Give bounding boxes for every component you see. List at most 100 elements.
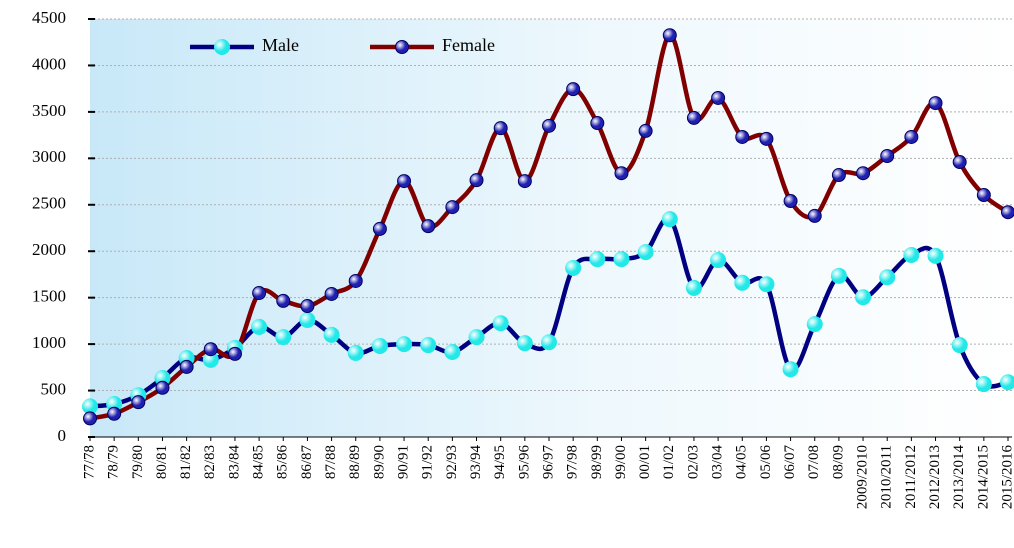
data-point — [227, 346, 242, 361]
x-tick-label: 2015/2016 — [999, 445, 1014, 510]
x-tick-label: 79/80 — [130, 445, 146, 479]
y-tick-label: 1000 — [32, 333, 66, 352]
data-point — [155, 380, 170, 395]
x-tick-label: 04/05 — [734, 445, 750, 479]
data-point — [685, 279, 702, 296]
y-tick-label: 3500 — [32, 101, 66, 120]
data-point — [275, 329, 292, 346]
data-point — [154, 370, 171, 387]
x-tick-label: 88/89 — [347, 445, 363, 479]
legend-label: Male — [262, 35, 299, 55]
data-point — [807, 208, 822, 223]
x-tick-label: 83/84 — [226, 445, 242, 480]
data-point — [324, 286, 339, 301]
data-point — [276, 293, 291, 308]
data-point — [444, 344, 461, 361]
data-point — [686, 110, 701, 125]
data-point — [372, 221, 387, 236]
x-tick-label: 00/01 — [637, 445, 653, 479]
data-point — [323, 326, 340, 343]
data-point — [421, 219, 436, 234]
x-tick-label: 05/06 — [758, 445, 774, 480]
data-point — [952, 155, 967, 170]
data-point — [782, 361, 799, 378]
data-point — [420, 337, 437, 354]
data-point — [614, 166, 629, 181]
x-tick-label: 91/92 — [420, 445, 436, 479]
data-point — [758, 276, 775, 293]
x-tick-label: 08/09 — [830, 445, 846, 479]
x-tick-label: 98/99 — [589, 445, 605, 479]
data-point — [252, 286, 267, 301]
x-tick-label: 85/86 — [275, 445, 291, 480]
data-point — [396, 336, 413, 353]
data-point — [445, 200, 460, 215]
data-point — [855, 289, 872, 306]
data-point — [299, 311, 316, 328]
y-tick-label: 3000 — [32, 147, 66, 166]
data-point — [806, 316, 823, 333]
x-tick-label: 81/82 — [178, 445, 194, 479]
data-point — [131, 395, 146, 410]
y-tick-label: 2500 — [32, 194, 66, 213]
data-point — [951, 337, 968, 354]
x-tick-label: 2009/2010 — [854, 445, 870, 509]
data-point — [493, 121, 508, 136]
data-point — [203, 342, 218, 357]
x-tick-label: 06/07 — [782, 445, 798, 480]
data-point — [348, 273, 363, 288]
data-point — [903, 246, 920, 263]
x-tick-label: 93/94 — [468, 445, 484, 480]
x-tick-label: 86/87 — [299, 445, 315, 480]
y-tick-label: 2000 — [32, 240, 66, 259]
x-tick-label: 2012/2013 — [927, 445, 943, 509]
x-tick-label: 82/83 — [202, 445, 218, 479]
x-tick-label: 94/95 — [492, 445, 508, 479]
data-point — [637, 244, 654, 261]
y-tick-label: 500 — [41, 379, 67, 398]
data-point — [541, 334, 557, 351]
data-point — [542, 118, 556, 133]
data-point — [469, 173, 484, 188]
data-point — [565, 259, 582, 276]
x-tick-label: 01/02 — [661, 445, 677, 479]
x-tick-label: 84/85 — [251, 445, 267, 479]
x-tick-label: 92/93 — [444, 445, 460, 479]
x-tick-label: 2013/2014 — [951, 445, 967, 510]
data-point — [661, 211, 678, 228]
data-point — [1000, 374, 1014, 391]
data-point — [251, 318, 268, 335]
data-point — [711, 90, 726, 105]
data-point — [783, 194, 798, 209]
data-point — [830, 267, 847, 284]
y-tick-label: 4000 — [32, 54, 66, 73]
data-point — [566, 82, 581, 97]
y-tick-label: 0 — [58, 426, 67, 445]
data-point — [735, 129, 750, 144]
x-tick-label: 2010/2011 — [879, 445, 895, 509]
x-tick-label: 03/04 — [710, 445, 726, 480]
y-tick-label: 1500 — [32, 287, 66, 306]
data-point — [107, 406, 122, 421]
data-point — [638, 123, 653, 138]
x-tick-label: 78/79 — [106, 445, 122, 479]
x-tick-label: 97/98 — [565, 445, 581, 479]
data-point — [856, 166, 871, 181]
data-point — [880, 149, 895, 164]
data-point — [662, 28, 677, 43]
data-point — [82, 398, 98, 415]
x-tick-label: 95/96 — [516, 445, 532, 480]
data-point — [976, 188, 991, 203]
data-point — [371, 337, 388, 354]
data-point — [975, 376, 992, 393]
data-point — [492, 315, 509, 332]
x-tick-label: 2011/2012 — [903, 445, 919, 509]
x-tick-label: 2014/2015 — [975, 445, 991, 509]
x-tick-label: 96/97 — [540, 445, 556, 480]
x-tick-label: 02/03 — [685, 445, 701, 479]
x-tick-label: 80/81 — [154, 445, 170, 479]
legend-marker — [214, 39, 230, 55]
x-tick-label: 87/88 — [323, 445, 339, 479]
data-point — [710, 252, 727, 269]
